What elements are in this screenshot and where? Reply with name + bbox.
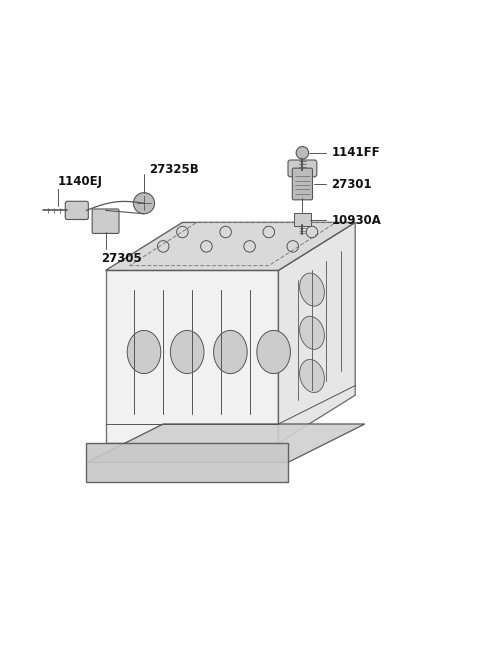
Text: 27301: 27301 bbox=[331, 178, 372, 190]
Polygon shape bbox=[86, 424, 365, 462]
Text: 27325B: 27325B bbox=[149, 163, 199, 176]
Ellipse shape bbox=[127, 331, 161, 374]
Text: 1140EJ: 1140EJ bbox=[58, 175, 103, 188]
FancyBboxPatch shape bbox=[288, 160, 317, 177]
Polygon shape bbox=[278, 222, 355, 443]
Ellipse shape bbox=[300, 273, 324, 306]
Circle shape bbox=[133, 193, 155, 214]
Polygon shape bbox=[86, 443, 288, 482]
FancyBboxPatch shape bbox=[92, 209, 119, 234]
Ellipse shape bbox=[300, 359, 324, 392]
Polygon shape bbox=[106, 222, 355, 270]
FancyBboxPatch shape bbox=[294, 213, 311, 226]
Polygon shape bbox=[106, 270, 278, 443]
Polygon shape bbox=[130, 222, 336, 266]
FancyBboxPatch shape bbox=[292, 168, 312, 200]
Ellipse shape bbox=[300, 316, 324, 350]
Text: 27305: 27305 bbox=[101, 252, 142, 265]
Text: 10930A: 10930A bbox=[331, 213, 381, 226]
Ellipse shape bbox=[257, 331, 290, 374]
Ellipse shape bbox=[214, 331, 247, 374]
FancyBboxPatch shape bbox=[65, 201, 88, 220]
Circle shape bbox=[296, 146, 309, 159]
Text: 1141FF: 1141FF bbox=[331, 146, 380, 159]
Ellipse shape bbox=[170, 331, 204, 374]
